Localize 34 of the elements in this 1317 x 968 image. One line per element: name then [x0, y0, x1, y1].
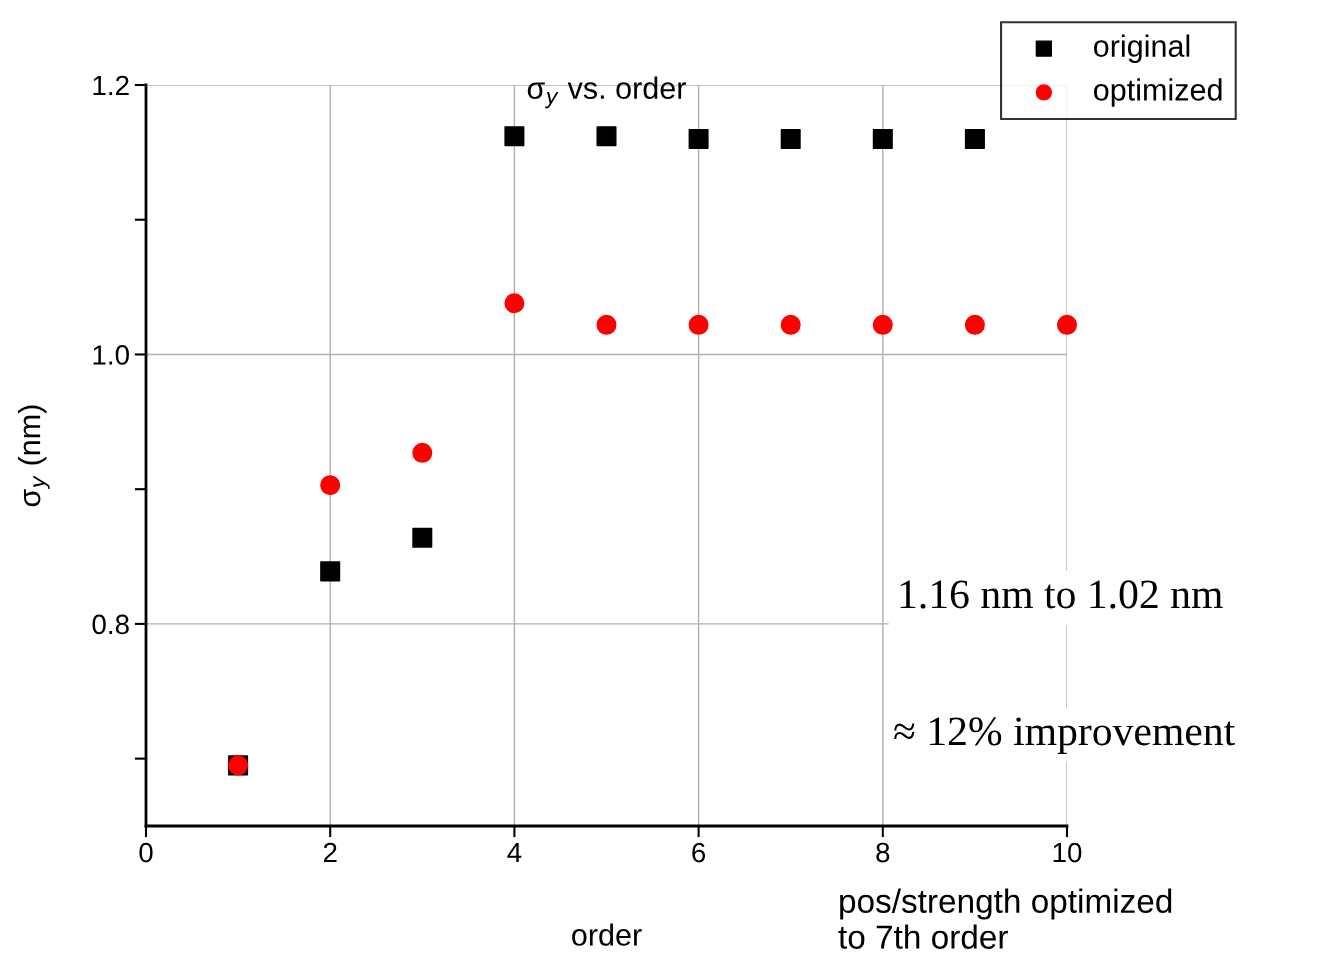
point — [780, 128, 801, 149]
text: pos/strength optimized to 7th order — [838, 888, 1172, 949]
point — [596, 314, 617, 335]
point — [964, 314, 985, 335]
x-tick-label: 6 — [692, 842, 706, 863]
point — [320, 475, 341, 496]
point — [688, 128, 709, 149]
x-tick-label: 8 — [876, 842, 890, 863]
annotation: 1.16 nm to 1.02 nm — [900, 580, 1223, 609]
point — [596, 126, 617, 147]
point — [504, 126, 525, 147]
x-axis-title: order — [572, 923, 642, 946]
y-tick-label: 1.0 — [93, 345, 129, 365]
y-tick-label: 1.2 — [93, 75, 129, 96]
y-axis-title: σ$_{y}$ (nm) — [17, 405, 50, 507]
point — [412, 442, 433, 463]
x-tick-label: 4 — [507, 842, 522, 863]
point — [688, 314, 709, 335]
x-tick-label: 2 — [323, 842, 337, 863]
x-tick-label: 10 — [1053, 842, 1082, 863]
legend-label: original — [1094, 34, 1190, 63]
point — [1056, 314, 1078, 335]
y-tick-label: 0.8 — [92, 614, 129, 635]
x-tick-label: 0 — [139, 842, 153, 863]
legend-label: optimized — [1094, 78, 1222, 107]
point — [504, 293, 525, 314]
point — [780, 314, 801, 335]
point — [872, 128, 893, 149]
annotation: ≈ 12% improvement — [894, 717, 1235, 754]
point — [320, 561, 341, 582]
chart-title: σ$_{y}$ vs. order — [527, 76, 686, 109]
point — [964, 128, 985, 149]
point — [872, 314, 893, 335]
point — [412, 527, 433, 548]
